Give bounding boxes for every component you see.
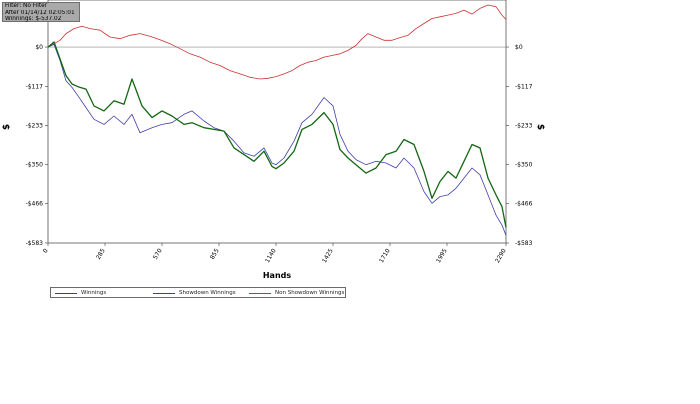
legend: Winnings Showdown Winnings Non Showdown … [50,287,346,298]
y-tick-label-left: -$350 [26,162,44,169]
plot-frame [47,0,507,244]
legend-label-winnings: Winnings [81,290,107,296]
y-tick-label-right: -$233 [515,122,533,129]
y-tick-label-right: -$350 [515,162,533,169]
y-tick-label-left: -$117 [26,83,44,90]
y-axis-label-right: $ [535,124,545,130]
legend-swatch-non-showdown [249,293,271,295]
legend-swatch-showdown [153,293,175,295]
y-tick-label-right: $0 [515,44,523,51]
legend-item-showdown: Showdown Winnings [153,290,248,297]
series-layer [47,4,507,236]
x-tick-label: 570 [152,247,164,261]
y-tick-label-left: $0 [35,44,43,51]
x-tick-label: 855 [209,247,221,261]
legend-swatch-winnings [55,293,77,295]
x-tick-label: 2290 [494,247,508,264]
winnings-total-text: Winnings: $-537.02 [5,16,62,23]
filter-text: Filter: No Filter [5,3,48,9]
x-tick-label: 285 [95,247,107,261]
series-line-non-showdown [47,4,507,80]
series-line-winnings [47,41,507,228]
x-tick-label: 1710 [378,247,392,264]
after-date-text: After 01/14/12 02:05:01 [5,9,75,16]
y-tick-label-right: -$466 [515,201,533,208]
x-axis-label: Hands [263,271,292,280]
y-tick-label-right: -$117 [515,83,533,90]
legend-label-non-showdown: Non Showdown Winnings [275,290,345,296]
filter-info-box: Filter: No Filter After 01/14/12 02:05:0… [2,2,80,22]
y-tick-label-left: -$583 [26,240,44,247]
legend-item-winnings: Winnings [55,290,150,297]
x-tick-label: 1995 [435,247,449,264]
legend-label-showdown: Showdown Winnings [179,290,236,296]
y-tick-label-right: -$583 [515,240,533,247]
series-line-showdown [47,44,507,236]
y-tick-label-left: -$466 [26,201,44,208]
y-axis-label-left: $ [2,124,12,130]
x-tick-label: 1425 [321,247,335,264]
legend-item-non-showdown: Non Showdown Winnings [249,290,345,297]
x-tick-label: 1140 [264,247,278,264]
x-tick-label: 0 [42,247,50,254]
y-tick-label-left: -$233 [26,122,44,129]
